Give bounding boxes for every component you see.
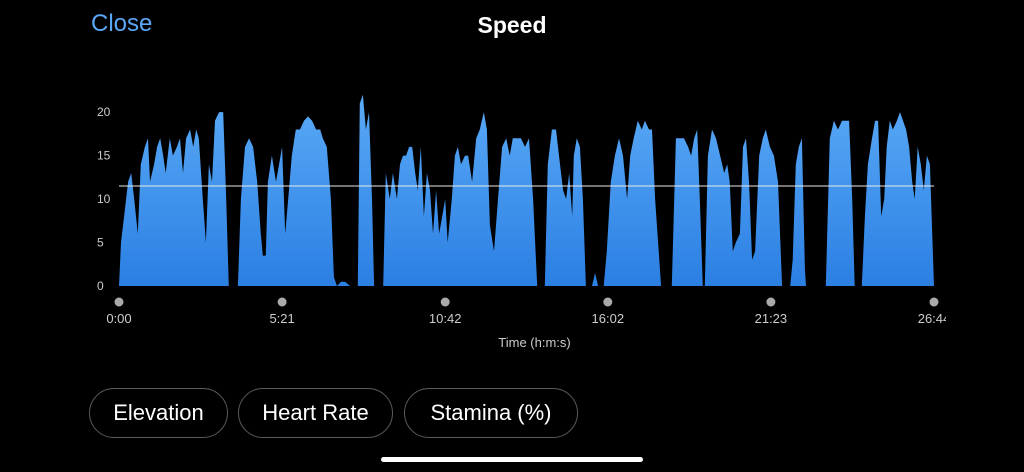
y-tick-label: 0	[97, 279, 104, 293]
elevation-button[interactable]: Elevation	[89, 388, 228, 438]
screen-title: Speed	[477, 12, 547, 38]
home-indicator	[381, 457, 643, 462]
stamina-button[interactable]: Stamina (%)	[404, 388, 578, 438]
x-tick-dot	[929, 297, 939, 307]
x-tick-dot	[277, 297, 287, 307]
x-tick-label: 10:42	[429, 311, 462, 326]
x-tick-label: 21:23	[755, 311, 788, 326]
speed-area	[119, 94, 934, 286]
y-tick-label: 5	[97, 236, 104, 250]
x-tick-label: 5:21	[269, 311, 294, 326]
heart-rate-button[interactable]: Heart Rate	[238, 388, 393, 438]
x-axis-label: Time (h:m:s)	[498, 335, 570, 350]
x-axis: 0:00 5:21 10:42 16:02 21:23 26:44	[106, 297, 951, 326]
x-tick-label: 0:00	[106, 311, 131, 326]
y-tick-label: 20	[97, 105, 111, 119]
x-tick-label: 16:02	[592, 311, 625, 326]
x-tick-dot	[603, 297, 613, 307]
x-tick-dot	[114, 297, 124, 307]
x-tick-dot	[440, 297, 450, 307]
y-tick-label: 15	[97, 149, 111, 163]
x-tick-label: 26:44	[918, 311, 951, 326]
y-tick-label: 10	[97, 192, 111, 206]
chart: 0 5 10 15 20 0:00 5:21 10:42 16:02 21:23 26:44 Time…	[97, 94, 951, 350]
close-button[interactable]: Close	[91, 10, 153, 37]
x-tick-dot	[766, 297, 776, 307]
